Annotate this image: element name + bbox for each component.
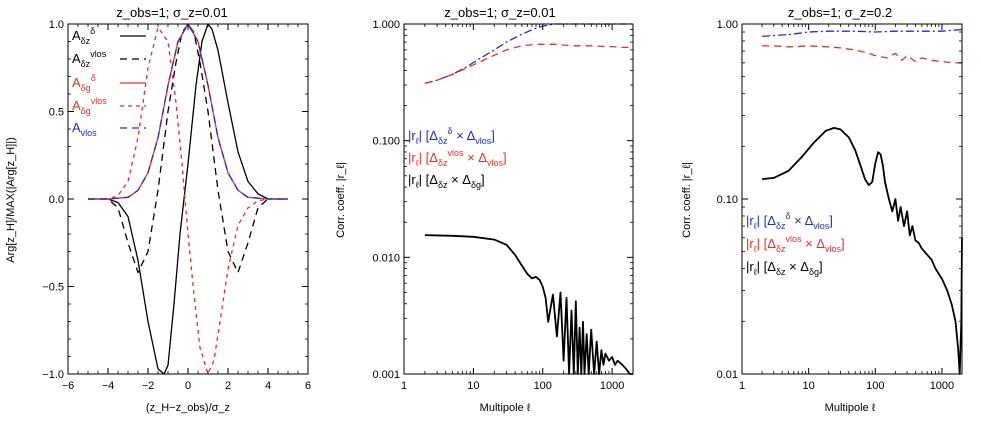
panel-2-y-axis-label: Corr. coeff. |r_ℓ| — [335, 162, 347, 238]
y-tick-label: 0.10 — [717, 194, 738, 206]
x-tick-label: 6 — [305, 380, 311, 392]
y-tick-label: 1.00 — [717, 19, 738, 31]
x-tick-label: 2 — [225, 380, 231, 392]
legend-entry-a-dz-vlos: Aδzvlos — [72, 49, 107, 69]
legend-entry-a-vlos: Avlos — [72, 120, 97, 138]
panel-3-legend: |rℓ| [Δδzδ × Δvlos] |rℓ| [Δδzvlos × Δvlo… — [746, 211, 845, 277]
series-line-1 — [424, 43, 633, 84]
panel-2-frame — [403, 23, 634, 375]
series-line-4 — [88, 23, 288, 200]
panel-1: z_obs=1; σ_z=0.01 (z_H−z_obs)/σ_z Arg[z_… — [5, 5, 311, 414]
x-tick-label: 10 — [467, 380, 479, 392]
y-tick-label: 0.0 — [49, 194, 64, 206]
panel-1-y-axis-label: Arg[z_H]/MAX(|Arg[z_H]|) — [5, 137, 17, 263]
legend-entry-r-dz-dg: |rℓ| [Δδz × Δδg] — [746, 259, 823, 277]
legend-entry-a-dg-delta: Aδgδ — [72, 73, 96, 93]
series-line-1 — [762, 45, 962, 64]
legend-entry-r-dz-delta-vlos: |rℓ| [Δδzδ × Δvlos] — [408, 126, 495, 146]
x-tick-label: 100 — [534, 380, 552, 392]
y-tick-label: −1.0 — [42, 369, 64, 381]
series-line-2 — [424, 234, 633, 375]
x-tick-label: 1000 — [600, 380, 624, 392]
series-line-2 — [88, 23, 288, 200]
panel-2: z_obs=1; σ_z=0.01 Multipole ℓ Corr. coef… — [335, 5, 634, 414]
y-tick-label: 0.01 — [717, 369, 738, 381]
x-tick-label: 1000 — [930, 380, 954, 392]
panel-1-x-axis-label: (z_H−z_obs)/σ_z — [146, 402, 230, 414]
y-tick-label: −0.5 — [42, 282, 64, 294]
y-tick-label: 0.001 — [372, 369, 400, 381]
panel-3-y-axis-label: Corr. coeff. |r_ℓ| — [681, 162, 693, 238]
panel-3-frame — [741, 23, 963, 375]
x-tick-label: −6 — [62, 380, 75, 392]
x-tick-label: 10 — [803, 380, 815, 392]
x-tick-label: 0 — [185, 380, 191, 392]
y-tick-label: 0.010 — [372, 252, 400, 264]
series-line-0 — [762, 28, 963, 38]
x-tick-label: −4 — [102, 380, 115, 392]
y-tick-label: 1.0 — [49, 19, 64, 31]
panel-2-legend: |rℓ| [Δδzδ × Δvlos] |rℓ| [Δδzvlos × Δvlo… — [408, 126, 507, 190]
panel-2-title: z_obs=1; σ_z=0.01 — [444, 5, 555, 20]
series-line-0 — [88, 23, 288, 375]
panel-3-x-axis-label: Multipole ℓ — [825, 402, 876, 414]
y-tick-label: 0.100 — [372, 136, 400, 148]
x-tick-label: 1 — [739, 380, 745, 392]
panel-3: z_obs=1; σ_z=0.2 Multipole ℓ Corr. coeff… — [681, 5, 963, 414]
series-line-0 — [424, 23, 633, 84]
x-tick-label: 4 — [265, 380, 271, 392]
panel-1-frame — [67, 23, 309, 375]
series-line-3 — [88, 26, 288, 375]
legend-entry-r-dz-vlos-vlos: |rℓ| [Δδzvlos × Δvlos] — [746, 234, 845, 254]
y-tick-label: 0.5 — [49, 107, 64, 119]
legend-entry-a-dz-delta: Aδzδ — [72, 26, 95, 46]
panel-2-x-axis-label: Multipole ℓ — [480, 402, 531, 414]
x-tick-label: 1 — [401, 380, 407, 392]
panel-1-title: z_obs=1; σ_z=0.01 — [116, 5, 227, 20]
panel-1-legend: Aδzδ Aδzvlos Aδgδ Aδgvlos Avlos — [72, 26, 146, 138]
x-tick-label: 100 — [866, 380, 884, 392]
legend-entry-a-dg-vlos: Aδgvlos — [72, 96, 107, 116]
x-tick-label: −2 — [142, 380, 155, 392]
legend-entry-r-dz-delta-vlos: |rℓ| [Δδzδ × Δvlos] — [746, 211, 833, 231]
series-line-2 — [762, 127, 963, 375]
legend-entry-r-dz-dg: |rℓ| [Δδz × Δδg] — [408, 172, 485, 190]
legend-entry-r-dz-vlos-vlos: |rℓ| [Δδzvlos × Δvlos] — [408, 148, 507, 168]
y-tick-label: 1.000 — [372, 19, 400, 31]
panel-3-title: z_obs=1; σ_z=0.2 — [788, 5, 892, 20]
